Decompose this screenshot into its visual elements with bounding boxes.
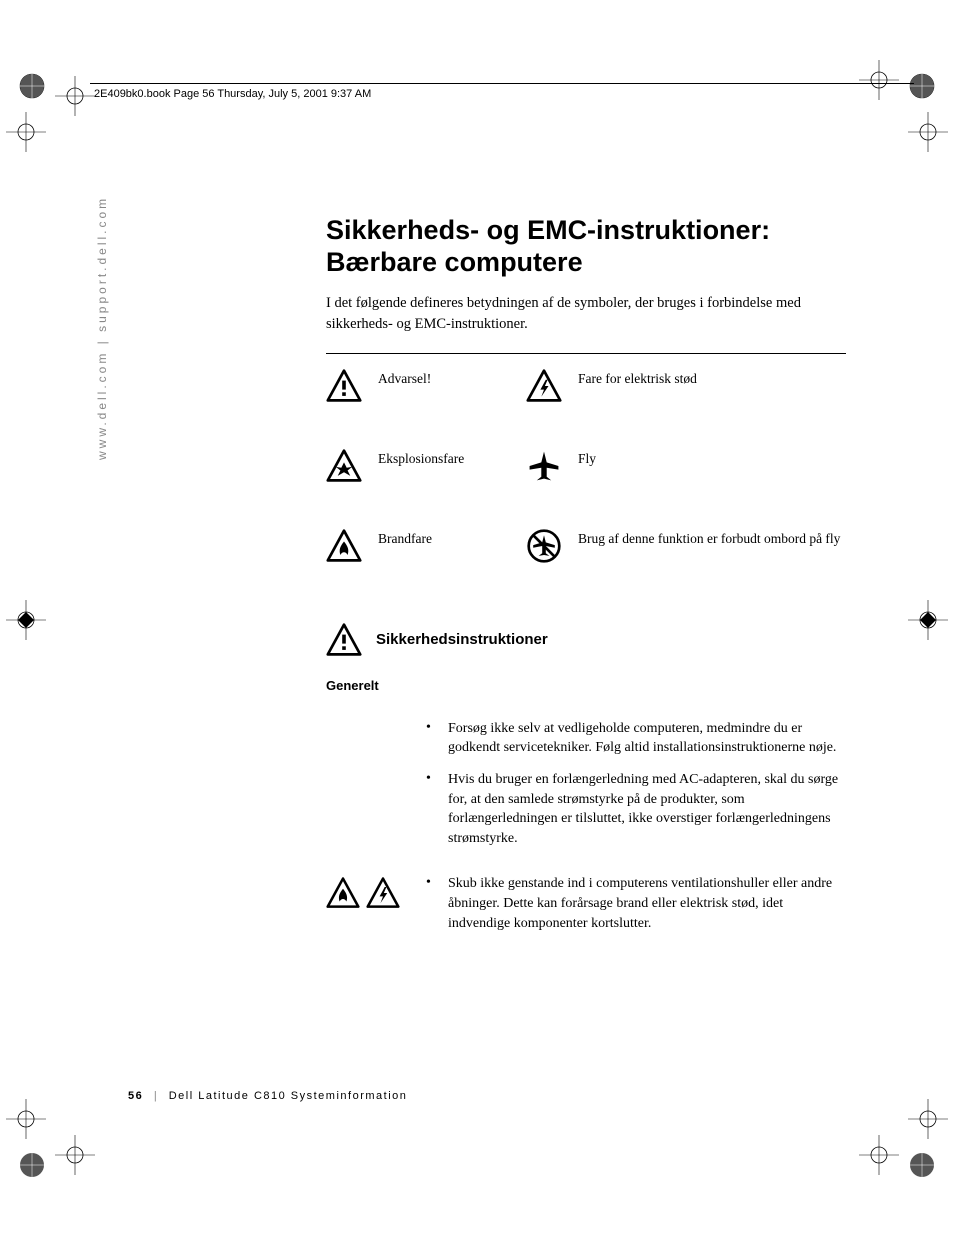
list-item: • Forsøg ikke selv at vedligeholde compu… <box>426 719 846 758</box>
bullet-dot: • <box>426 770 448 848</box>
crop-mark-l2 <box>6 1099 46 1139</box>
crop-mark-r1 <box>908 112 948 152</box>
bullet-text: Hvis du bruger en forlængerledning med A… <box>448 770 846 848</box>
symbol-definition-table: Advarsel! Fare for elektrisk stød Eksplo… <box>326 353 846 594</box>
symbol-label: Advarsel! <box>378 368 431 388</box>
symbol-cell: Advarsel! <box>326 368 526 404</box>
crop-mark-br <box>902 1145 942 1185</box>
crop-mark-tl2 <box>55 76 95 116</box>
footer-doc-title: Dell Latitude C810 Systeminformation <box>169 1090 408 1102</box>
symbol-label: Eksplosionsfare <box>378 448 464 468</box>
list-item: • Skub ikke genstande ind i computerens … <box>426 874 846 933</box>
forbidden-airplane-icon <box>526 528 562 564</box>
warning-icon <box>326 622 362 658</box>
crop-mark-lm <box>6 600 46 640</box>
bullet-block: • Forsøg ikke selv at vedligeholde compu… <box>326 719 846 861</box>
section-heading: Sikkerhedsinstruktioner <box>326 622 846 658</box>
symbol-row: Advarsel! Fare for elektrisk stød <box>326 354 846 434</box>
crop-mark-tr2 <box>859 60 899 100</box>
explosion-icon <box>326 448 362 484</box>
symbol-cell: Fly <box>526 448 846 484</box>
subheading: Generelt <box>326 678 846 693</box>
page-footer: 56 | Dell Latitude C810 Systeminformatio… <box>128 1090 407 1102</box>
fire-icon <box>326 876 360 910</box>
electric-shock-icon <box>366 876 400 910</box>
electric-shock-icon <box>526 368 562 404</box>
symbol-row: Eksplosionsfare Fly <box>326 434 846 514</box>
page-title: Sikkerheds- og EMC-instruktioner: Bærbar… <box>326 214 846 279</box>
symbol-cell: Eksplosionsfare <box>326 448 526 484</box>
symbol-label: Fly <box>578 448 596 468</box>
crop-mark-bl <box>12 1145 52 1185</box>
airplane-icon <box>526 448 562 484</box>
bullet-dot: • <box>426 719 448 758</box>
intro-paragraph: I det følgende defineres betydningen af … <box>326 293 846 335</box>
header-rule <box>90 83 914 84</box>
symbol-label: Brug af denne funktion er forbudt ombord… <box>578 528 840 548</box>
bullet-icon-gutter <box>326 719 426 861</box>
symbol-label: Fare for elektrisk stød <box>578 368 697 388</box>
running-header: 2E409bk0.book Page 56 Thursday, July 5, … <box>94 88 371 100</box>
footer-separator: | <box>154 1090 158 1102</box>
symbol-cell: Brandfare <box>326 528 526 564</box>
bullet-dot: • <box>426 874 448 933</box>
bullet-block: • Skub ikke genstande ind i computerens … <box>326 874 846 945</box>
crop-mark-tl <box>12 66 52 106</box>
bullet-list: • Forsøg ikke selv at vedligeholde compu… <box>426 719 846 861</box>
crop-mark-l1 <box>6 112 46 152</box>
fire-icon <box>326 528 362 564</box>
crop-mark-r2 <box>908 1099 948 1139</box>
crop-mark-br2 <box>859 1135 899 1175</box>
list-item: • Hvis du bruger en forlængerledning med… <box>426 770 846 848</box>
page-number: 56 <box>128 1090 143 1102</box>
symbol-label: Brandfare <box>378 528 432 548</box>
page-content: Sikkerheds- og EMC-instruktioner: Bærbar… <box>326 214 846 959</box>
sidebar-url: www.dell.com | support.dell.com <box>95 196 109 460</box>
section-heading-text: Sikkerhedsinstruktioner <box>376 631 548 648</box>
symbol-cell: Fare for elektrisk stød <box>526 368 846 404</box>
crop-mark-tr <box>902 66 942 106</box>
bullet-icon-gutter <box>326 874 426 945</box>
symbol-row: Brandfare Brug af denne funktion er forb… <box>326 514 846 594</box>
bullet-text: Skub ikke genstande ind i computerens ve… <box>448 874 846 933</box>
symbol-cell: Brug af denne funktion er forbudt ombord… <box>526 528 846 564</box>
bullet-list: • Skub ikke genstande ind i computerens … <box>426 874 846 945</box>
bullet-text: Forsøg ikke selv at vedligeholde compute… <box>448 719 846 758</box>
crop-mark-bl2 <box>55 1135 95 1175</box>
warning-icon <box>326 368 362 404</box>
crop-mark-rm <box>908 600 948 640</box>
